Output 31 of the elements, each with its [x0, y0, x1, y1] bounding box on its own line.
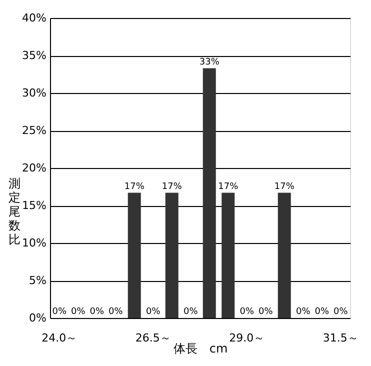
data-label: 0% — [108, 307, 124, 317]
y-axis-title: 測定尾数比 — [8, 176, 20, 246]
data-label: 0% — [258, 307, 274, 317]
y-tick-label: 40% — [22, 12, 46, 24]
data-label: 17% — [218, 182, 239, 192]
data-label: 17% — [162, 182, 182, 192]
y-tick-label: 25% — [22, 124, 46, 137]
data-label: 17% — [274, 182, 295, 192]
data-label: 0% — [70, 307, 86, 317]
y-tick-label: 35% — [22, 49, 46, 62]
x-tick-label: 26.5～ — [135, 332, 171, 344]
y-tick-label: 15% — [22, 199, 46, 212]
y-tick-label: 30% — [22, 86, 46, 100]
x-tick-label: 24.0～ — [42, 332, 78, 344]
y-tick-label: 20% — [22, 162, 46, 174]
data-label: 0% — [333, 307, 348, 317]
data-label: 0% — [240, 307, 254, 317]
data-label: 33% — [199, 57, 220, 68]
y-tick-label: 10% — [22, 236, 46, 250]
y-tick-label: 0% — [29, 312, 46, 324]
data-label: 0% — [146, 307, 161, 317]
data-label: 0% — [314, 307, 330, 317]
data-label: 0% — [183, 307, 198, 317]
x-axis-title: 体長 cm — [173, 342, 228, 356]
x-tick-label: 29.0～ — [229, 332, 265, 344]
data-label: 0% — [52, 307, 67, 317]
y-tick-label: 5% — [29, 274, 46, 287]
data-label: 17% — [124, 182, 145, 192]
data-label: 0% — [90, 307, 104, 317]
data-label: 0% — [296, 307, 311, 317]
x-tick-label: 31.5～ — [322, 332, 358, 344]
